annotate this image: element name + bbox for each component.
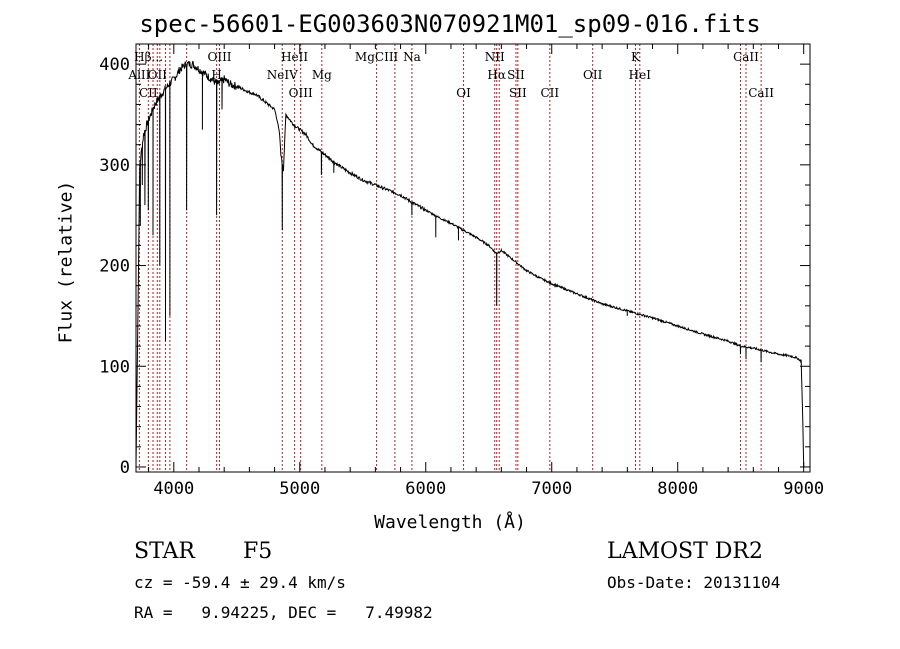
line-annotation-21: CII [541, 86, 560, 100]
line-annotation-2: HeII [281, 50, 308, 64]
line-annotation-18: OIII [289, 86, 313, 100]
line-annotation-13: Hα [487, 68, 506, 82]
spectrum-line [136, 60, 805, 468]
x-tick-label-9000: 9000 [783, 479, 824, 499]
line-annotation-3: MgCIII [355, 50, 399, 64]
line-annotation-1: OIII [207, 50, 231, 64]
line-annotation-19: OI [456, 86, 471, 100]
y-tick-label-400: 400 [99, 55, 130, 75]
line-annotation-20: SII [509, 86, 527, 100]
observation-date: Obs-Date: 20131104 [607, 573, 781, 592]
line-annotation-6: K [631, 50, 641, 64]
line-annotation-5: NII [485, 50, 505, 64]
line-annotation-10: H [211, 68, 221, 82]
line-annotation-14: SII [507, 68, 525, 82]
line-annotation-17: CII [139, 86, 158, 100]
line-annotation-4: Na [403, 50, 421, 64]
line-annotation-22: CaII [748, 86, 774, 100]
survey-label: LAMOST DR2 [607, 539, 763, 564]
line-annotation-8: AlII [127, 68, 150, 82]
line-annotation-9: OII [148, 68, 168, 82]
y-tick-label-0: 0 [120, 458, 130, 478]
line-annotation-11: NeIV [267, 68, 298, 82]
line-annotation-16: HeI [629, 68, 652, 82]
y-tick-label-200: 200 [99, 257, 130, 277]
spectral-type: F5 [243, 539, 273, 564]
line-annotation-0: Hβ... [134, 50, 163, 64]
chart-title: spec-56601-EG003603N070921M01_sp09-016.f… [139, 10, 761, 38]
x-tick-label-7000: 7000 [531, 479, 572, 499]
x-tick-label-5000: 5000 [279, 479, 320, 499]
x-axis-label: Wavelength (Å) [374, 512, 526, 533]
x-tick-label-4000: 4000 [153, 479, 194, 499]
plot-frame [135, 43, 811, 473]
line-annotation-7: CaII [733, 50, 759, 64]
y-tick-label-100: 100 [99, 357, 130, 377]
object-class: STAR [134, 539, 195, 564]
y-axis-label: Flux (relative) [55, 180, 77, 344]
x-tick-label-8000: 8000 [657, 479, 698, 499]
line-annotation-15: OII [583, 68, 603, 82]
line-annotation-12: Mg [312, 68, 332, 82]
y-tick-label-300: 300 [99, 156, 130, 176]
redshift-readout: cz = -59.4 ± 29.4 km/s [134, 573, 346, 592]
coordinates-readout: RA = 9.94225, DEC = 7.49982 [134, 603, 433, 622]
x-tick-label-6000: 6000 [405, 479, 446, 499]
